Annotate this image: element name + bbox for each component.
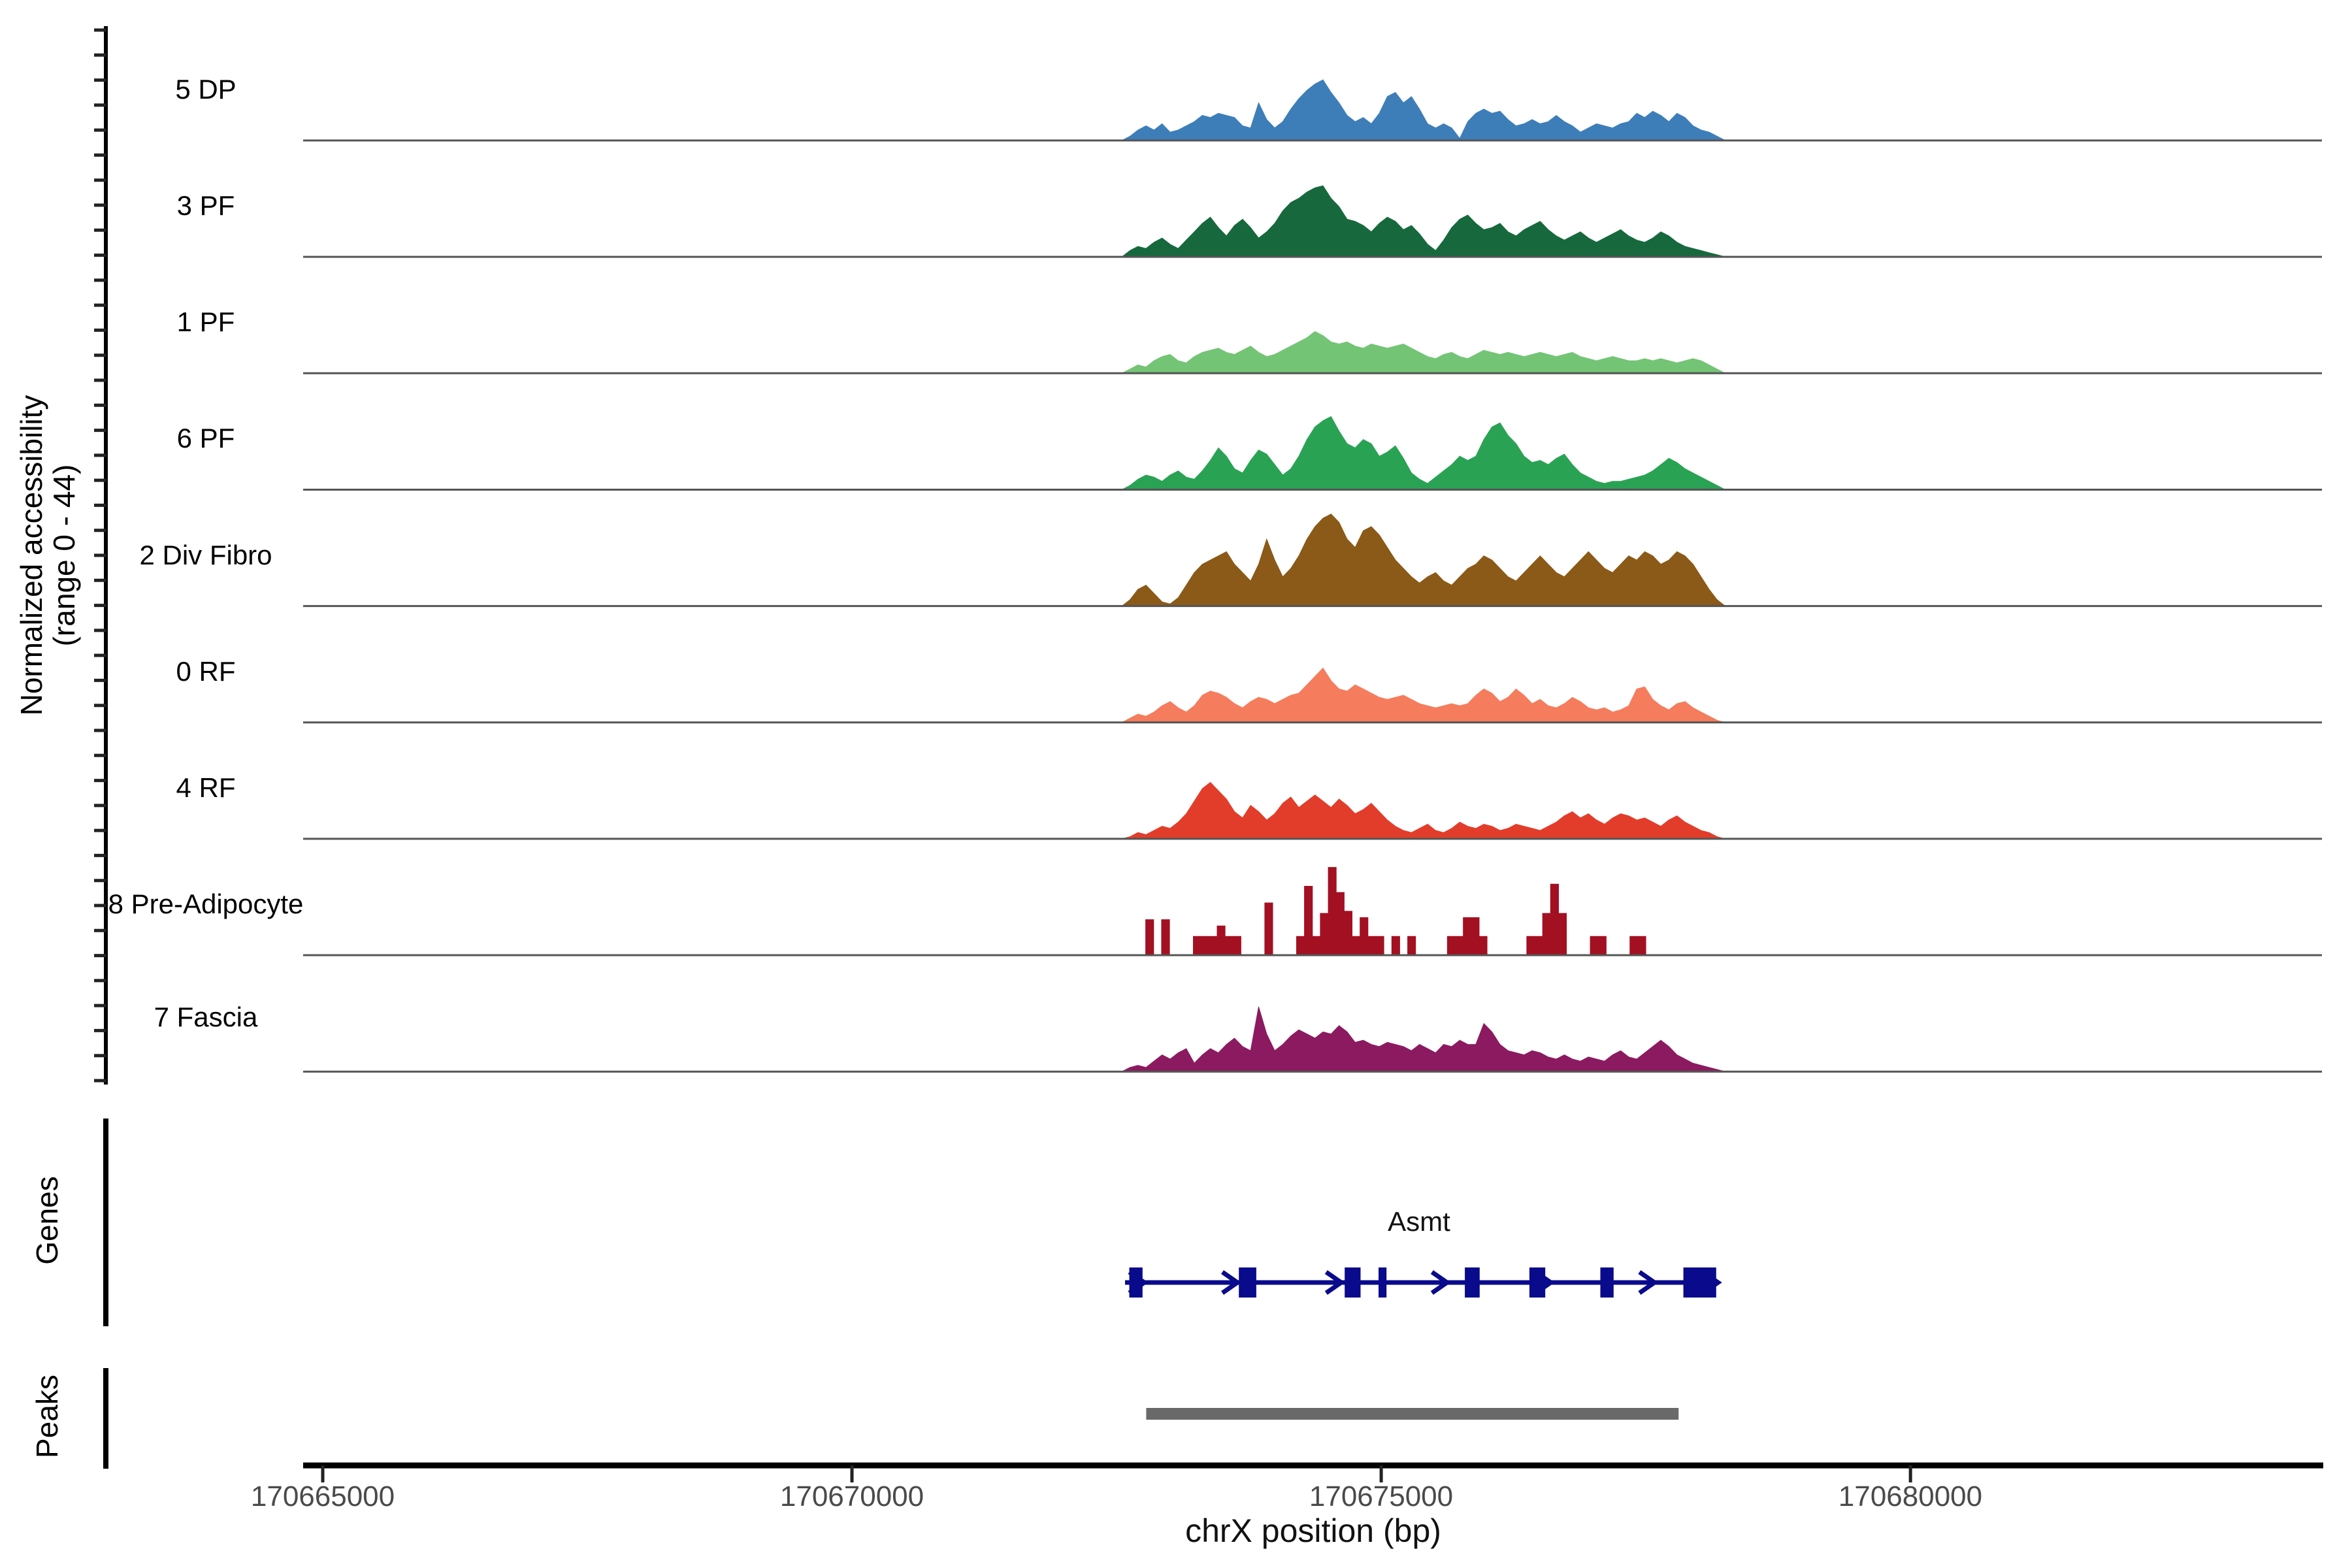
tracks-axis-minor-ticks: [94, 28, 106, 1083]
genes-section-label: Genes: [30, 1176, 64, 1265]
x-tick-170665000: 170665000: [251, 1480, 395, 1512]
x-tick-170680000: 170680000: [1838, 1480, 1982, 1512]
track-signal-8: [1121, 1006, 1725, 1072]
track-label-8preadipocyte: 8 Pre-Adipocyte: [108, 889, 304, 919]
track-label-6pf: 6 PF: [177, 423, 235, 453]
gene-exon-5: [1529, 1267, 1546, 1298]
track-label-1pf: 1 PF: [177, 306, 235, 337]
track-signal-4: [1120, 514, 1727, 607]
accessibility-tracks: [303, 79, 2322, 1073]
track-signal-2: [1121, 331, 1725, 374]
track-label-4rf: 4 RF: [176, 772, 235, 803]
x-axis-tick-marks: [321, 1465, 1912, 1482]
gene-strand-arrow-icon: [1324, 1270, 1345, 1295]
track-signal-0: [1121, 79, 1725, 141]
peaks-section-label: Peaks: [30, 1375, 64, 1458]
peaks-bar-group: [1146, 1408, 1679, 1420]
peak-region-0: [1146, 1408, 1679, 1420]
gene-strand-arrow-icon: [1430, 1270, 1451, 1295]
track-label-2divfibro: 2 Div Fibro: [139, 540, 272, 570]
track-signal-7: [1121, 867, 1726, 956]
gene-exon-7: [1683, 1267, 1716, 1298]
gene-model-asmt: [1125, 1267, 1722, 1298]
gene-strand-arrow-icon: [1221, 1270, 1242, 1295]
gene-strand-arrow-icon: [1638, 1270, 1659, 1295]
track-label-7fascia: 7 Fascia: [154, 1002, 258, 1032]
track-signal-5: [1121, 667, 1726, 723]
track-label-0rf: 0 RF: [176, 656, 235, 687]
gene-exon-1: [1239, 1267, 1256, 1298]
track-label-5dp: 5 DP: [175, 74, 236, 105]
gene-exon-0: [1129, 1267, 1143, 1298]
track-signal-3: [1121, 416, 1726, 491]
x-tick-170670000: 170670000: [780, 1480, 924, 1512]
gene-exon-3: [1379, 1267, 1387, 1298]
x-tick-170675000: 170675000: [1309, 1480, 1453, 1512]
track-signal-1: [1121, 185, 1726, 257]
gene-exon-2: [1345, 1267, 1361, 1298]
x-axis-title: chrX position (bp): [1185, 1512, 1441, 1549]
track-label-3pf: 3 PF: [177, 190, 235, 221]
gene-exon-6: [1600, 1267, 1614, 1298]
y-axis-title-line1: Normalized accessibility: [14, 395, 48, 716]
track-signal-6: [1122, 781, 1725, 840]
gene-name-label: Asmt: [1388, 1206, 1450, 1237]
gene-exon-4: [1465, 1267, 1480, 1298]
y-axis-title-line2: (range 0 - 44): [47, 465, 81, 647]
